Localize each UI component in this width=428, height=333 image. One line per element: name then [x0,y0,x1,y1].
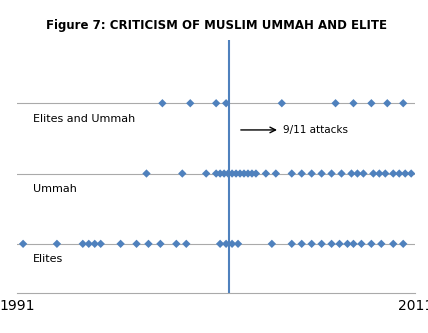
Point [368,101,375,106]
Point [384,101,391,106]
Point [298,171,305,176]
Point [183,241,190,246]
Point [117,241,124,246]
Point [400,241,407,246]
Point [79,241,86,246]
Text: 9/11 attacks: 9/11 attacks [283,125,348,135]
Text: Ummah: Ummah [33,184,77,194]
Point [336,241,343,246]
Point [268,241,275,246]
Point [217,171,223,176]
Point [390,241,397,246]
Point [221,171,228,176]
Point [400,101,407,106]
Point [203,171,210,176]
Point [354,171,361,176]
Point [368,241,375,246]
Point [179,171,186,176]
Point [143,171,150,176]
Point [358,241,365,246]
Point [217,241,223,246]
Point [187,101,194,106]
Point [213,101,220,106]
Point [338,171,345,176]
Point [390,171,397,176]
Point [278,101,285,106]
Point [249,171,256,176]
Point [288,241,295,246]
Point [370,171,377,176]
Point [348,171,355,176]
Point [318,171,325,176]
Point [229,171,235,176]
Point [91,241,98,246]
Point [318,241,325,246]
Point [396,171,403,176]
Point [298,241,305,246]
Point [85,241,92,246]
Point [273,171,279,176]
Point [133,241,140,246]
Point [233,171,240,176]
Title: Figure 7: CRITICISM OF MUSLIM UMMAH AND ELITE: Figure 7: CRITICISM OF MUSLIM UMMAH AND … [46,19,386,32]
Point [223,241,229,246]
Text: Elites and Ummah: Elites and Ummah [33,114,135,124]
Point [402,171,409,176]
Point [262,171,269,176]
Point [328,241,335,246]
Point [288,171,295,176]
Point [225,171,232,176]
Point [332,101,339,106]
Point [159,101,166,106]
Point [308,241,315,246]
Point [157,241,164,246]
Point [223,101,229,106]
Point [408,171,415,176]
Point [241,171,247,176]
Point [376,171,383,176]
Point [360,171,367,176]
Point [350,101,357,106]
Point [229,241,235,246]
Text: Elites: Elites [33,254,63,264]
Point [145,241,152,246]
Point [235,241,241,246]
Point [173,241,180,246]
Point [350,241,357,246]
Point [213,171,220,176]
Point [382,171,389,176]
Point [20,241,27,246]
Point [378,241,385,246]
Point [253,171,259,176]
Point [308,171,315,176]
Point [328,171,335,176]
Point [244,171,251,176]
Point [97,241,104,246]
Point [54,241,60,246]
Point [344,241,351,246]
Point [237,171,244,176]
